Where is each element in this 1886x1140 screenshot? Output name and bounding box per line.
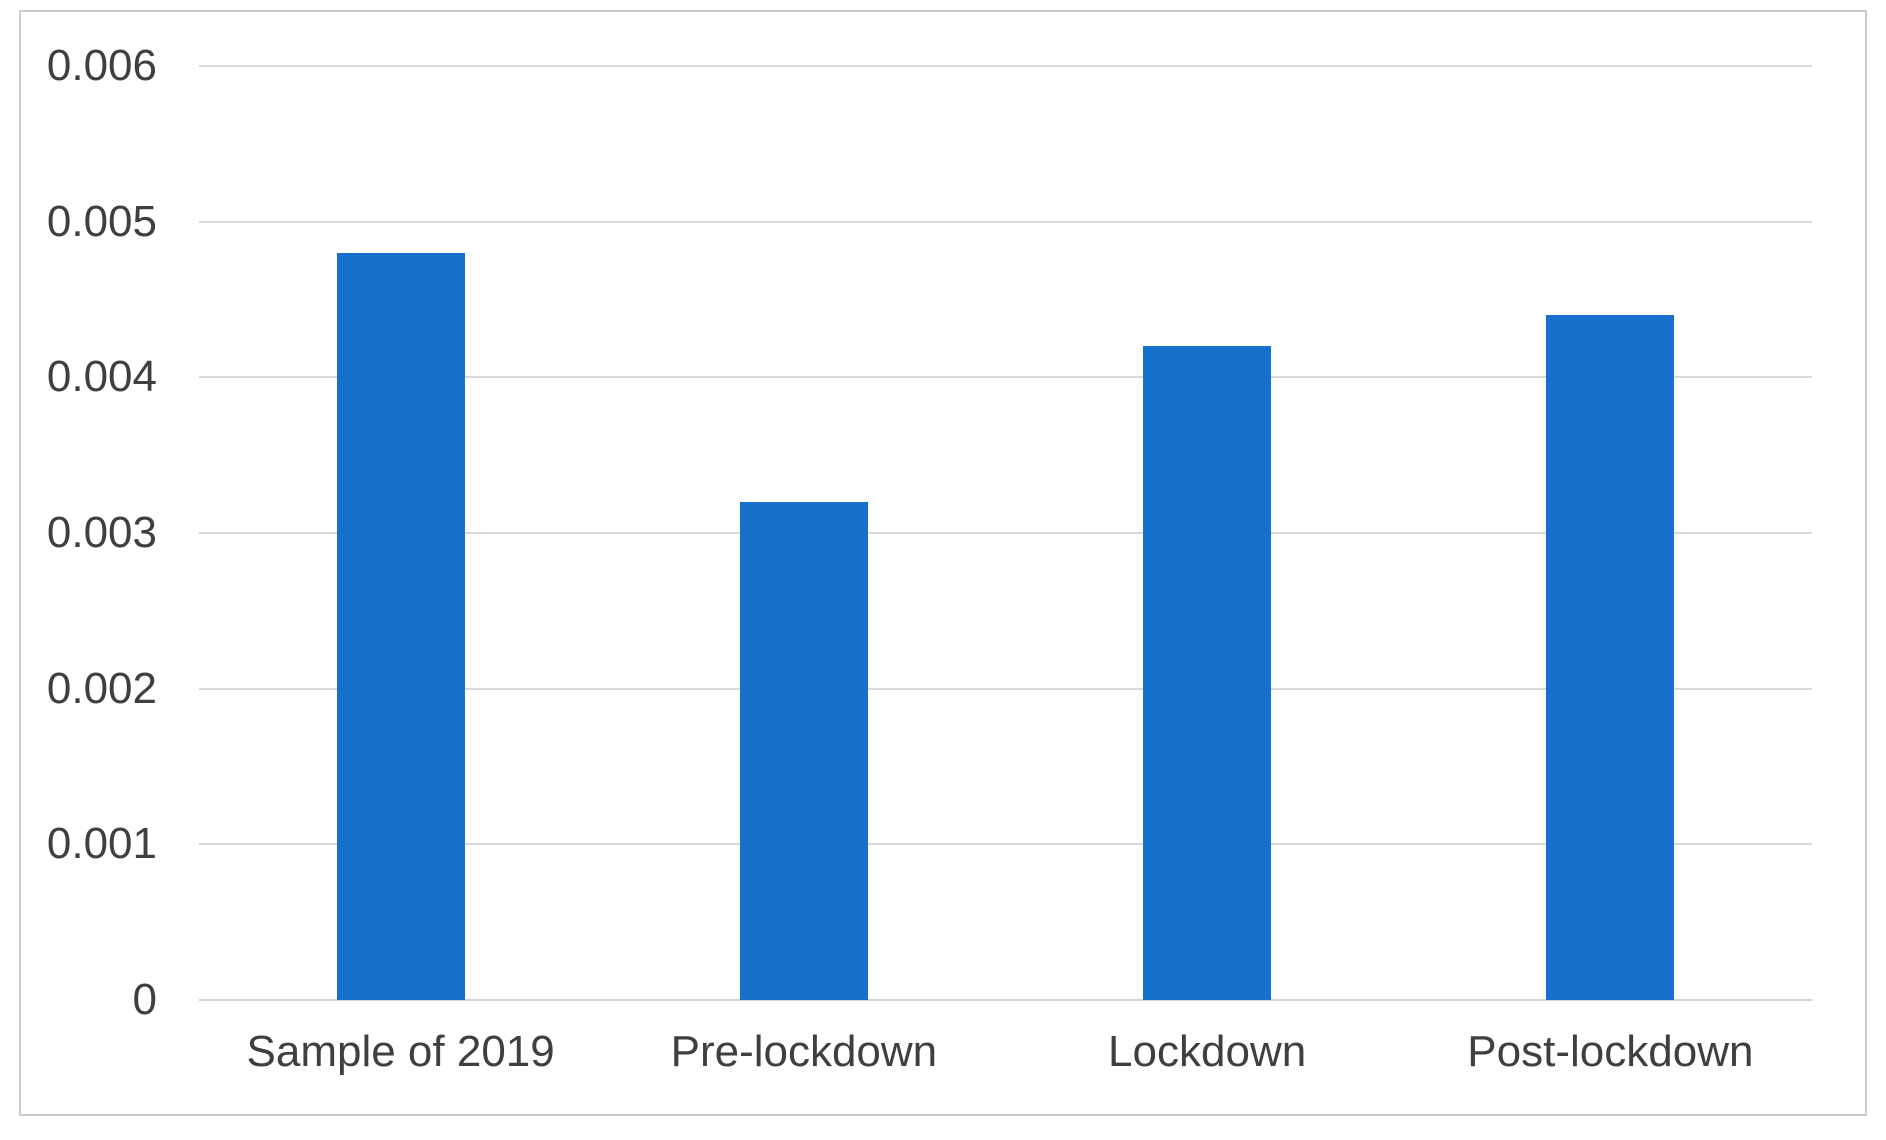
y-tick-label: 0.002: [46, 663, 157, 713]
y-tick-label: 0.006: [46, 41, 157, 90]
x-axis-baseline: [199, 999, 1812, 1001]
gridline: [199, 220, 1812, 223]
x-category-label: Sample of 2019: [246, 1027, 555, 1076]
gridline: [199, 65, 1812, 67]
x-category-label: Post-lockdown: [1467, 1027, 1754, 1076]
y-tick-label: 0: [132, 975, 157, 1024]
y-tick-label: 0.001: [46, 819, 157, 869]
y-tick-label: 0.003: [46, 508, 157, 557]
y-tick-label: 0.005: [46, 196, 157, 246]
plot-area: [199, 65, 1812, 1001]
x-axis-labels: Sample of 2019 Pre-lockdown Lockdown Post-l…: [199, 1026, 1812, 1086]
x-category-label: Lockdown: [1108, 1027, 1307, 1076]
bar: [1143, 346, 1272, 1000]
x-category-label: Pre-lockdown: [670, 1027, 938, 1076]
gridline: [199, 532, 1812, 534]
gridlines-layer: [199, 65, 1812, 1001]
bar: [1546, 315, 1675, 1000]
gridline: [199, 376, 1812, 379]
bar: [336, 252, 465, 1000]
y-axis-labels: 0 0.001 0.002 0.003 0.004 0.005 0.006: [21, 44, 157, 1022]
bars-layer: [199, 66, 1812, 1000]
chart-frame: 0 0.001 0.002 0.003 0.004 0.005 0.006 Sample o…: [19, 10, 1867, 1116]
gridline: [199, 843, 1812, 846]
gridline: [199, 687, 1812, 690]
bar: [739, 501, 868, 1000]
y-tick-label: 0.004: [46, 352, 157, 402]
